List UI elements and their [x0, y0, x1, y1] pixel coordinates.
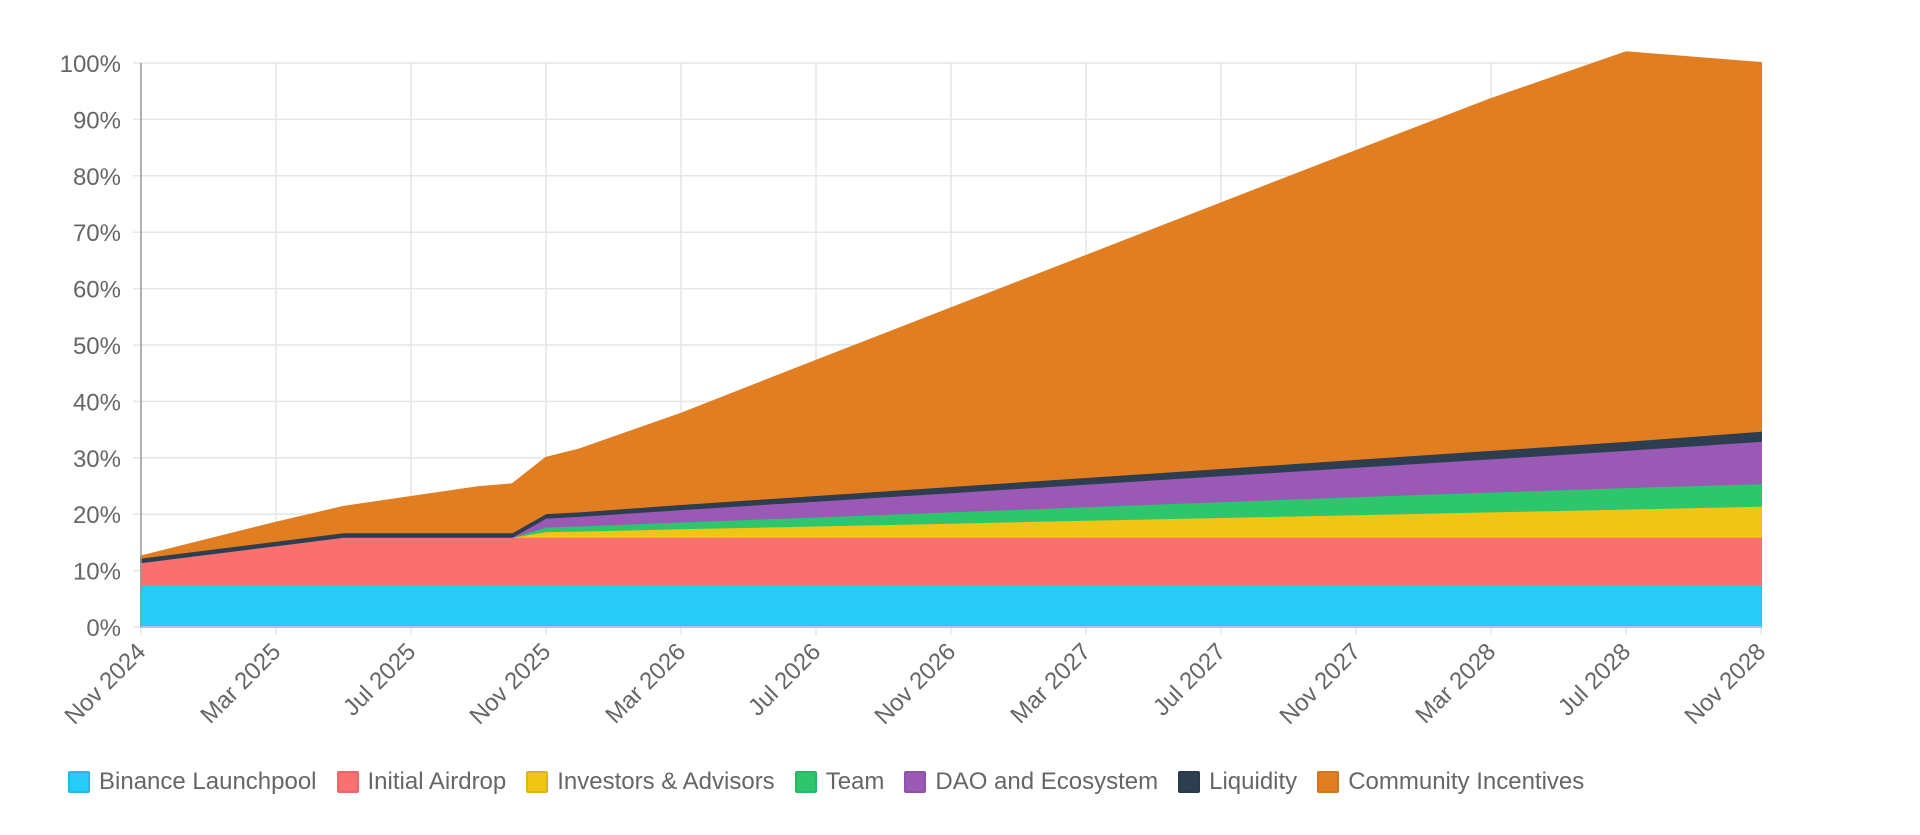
- legend-swatch: [1317, 771, 1340, 793]
- area-series-layer: [140, 51, 1762, 628]
- x-tick-label: Jul 2027: [1148, 638, 1231, 721]
- area-community-incentives: [140, 51, 1762, 559]
- x-tick-label: Mar 2028: [1410, 638, 1501, 729]
- legend-label: Liquidity: [1209, 768, 1298, 795]
- legend-item[interactable]: Liquidity: [1178, 768, 1297, 796]
- legend-label: Investors & Advisors: [557, 768, 775, 795]
- area-initial-airdrop: [140, 535, 1762, 586]
- legend-swatch: [904, 771, 927, 793]
- y-tick-label: 30%: [73, 446, 121, 473]
- y-tick-label: 50%: [73, 333, 121, 360]
- y-tick-label: 60%: [73, 277, 121, 304]
- x-tick-label: Jul 2025: [338, 638, 421, 721]
- x-tick-label: Nov 2028: [1679, 638, 1771, 730]
- legend-label: Team: [825, 768, 885, 795]
- legend: Binance Launchpool Initial Airdrop Investo…: [68, 765, 1604, 799]
- legend-swatch: [336, 771, 359, 793]
- x-tick-label: Jul 2026: [743, 638, 826, 721]
- y-tick-label: 90%: [73, 107, 121, 134]
- y-tick-label: 20%: [73, 502, 121, 529]
- legend-label: Binance Launchpool: [99, 768, 317, 795]
- legend-item[interactable]: Binance Launchpool: [68, 768, 317, 796]
- y-tick-label: 0%: [86, 615, 121, 642]
- y-tick-label: 10%: [73, 559, 121, 586]
- legend-item[interactable]: Team: [794, 768, 885, 796]
- legend-item[interactable]: Initial Airdrop: [336, 768, 507, 796]
- x-tick-label: Mar 2026: [600, 638, 691, 729]
- x-tick-label: Nov 2027: [1274, 638, 1366, 730]
- legend-swatch: [1178, 771, 1201, 793]
- y-tick-label: 70%: [73, 220, 121, 247]
- x-tick-label: Mar 2027: [1005, 638, 1096, 729]
- x-tick-label: Nov 2024: [59, 638, 151, 730]
- legend-item[interactable]: Community Incentives: [1317, 768, 1584, 796]
- legend-swatch: [68, 771, 90, 793]
- legend-label: DAO and Ecosystem: [935, 768, 1159, 795]
- legend-item[interactable]: Investors & Advisors: [526, 768, 775, 796]
- y-tick-label: 80%: [73, 164, 121, 191]
- legend-swatch: [526, 771, 549, 793]
- x-tick-label: Jul 2028: [1553, 638, 1636, 721]
- x-tick-label: Nov 2026: [869, 638, 961, 730]
- y-tick-label: 40%: [73, 389, 121, 416]
- legend-label: Community Incentives: [1348, 768, 1585, 795]
- x-tick-label: Nov 2025: [464, 638, 556, 730]
- legend-item[interactable]: DAO and Ecosystem: [904, 768, 1158, 796]
- legend-label: Initial Airdrop: [367, 768, 507, 795]
- area-binance-launchpool: [140, 583, 1762, 628]
- x-tick-label: Mar 2025: [195, 638, 286, 729]
- y-tick-label: 100%: [60, 51, 121, 78]
- legend-swatch: [794, 771, 817, 793]
